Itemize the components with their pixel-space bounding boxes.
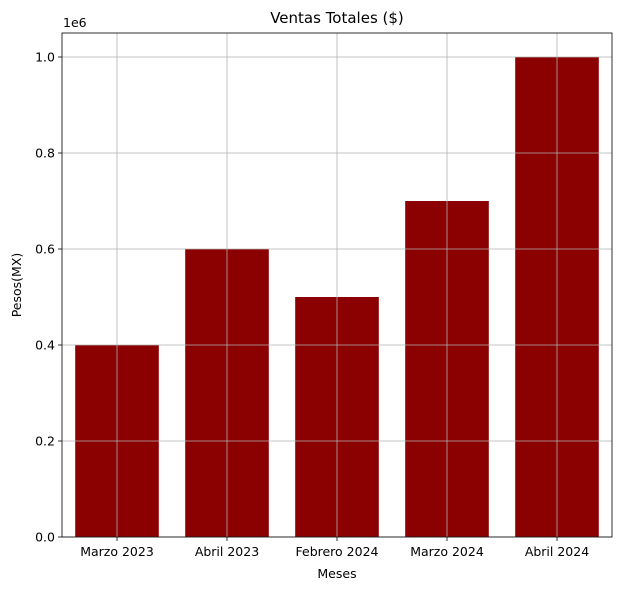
y-tick-label: 0.4 xyxy=(35,338,55,353)
y-tick-label: 0.8 xyxy=(35,146,55,161)
y-axis-offset-label: 1e6 xyxy=(63,15,87,30)
x-tick-label: Febrero 2024 xyxy=(296,544,379,559)
y-tick-label: 1.0 xyxy=(35,50,55,65)
y-tick-label: 0.2 xyxy=(35,434,55,449)
x-tick-label: Marzo 2024 xyxy=(410,544,484,559)
x-axis-label: Meses xyxy=(317,566,356,581)
x-tick-label: Abril 2023 xyxy=(195,544,259,559)
x-axis-ticks: Marzo 2023 Abril 2023 Febrero 2024 Marzo 20… xyxy=(80,537,589,559)
chart-title: Ventas Totales ($) xyxy=(270,9,404,27)
y-axis-label: Pesos(MX) xyxy=(9,253,24,318)
y-axis-ticks: 0.0 0.2 0.4 0.6 0.8 1.0 xyxy=(35,50,62,545)
x-tick-label: Marzo 2023 xyxy=(80,544,154,559)
x-tick-label: Abril 2024 xyxy=(525,544,589,559)
y-tick-label: 0.6 xyxy=(35,242,55,257)
y-tick-label: 0.0 xyxy=(35,530,55,545)
